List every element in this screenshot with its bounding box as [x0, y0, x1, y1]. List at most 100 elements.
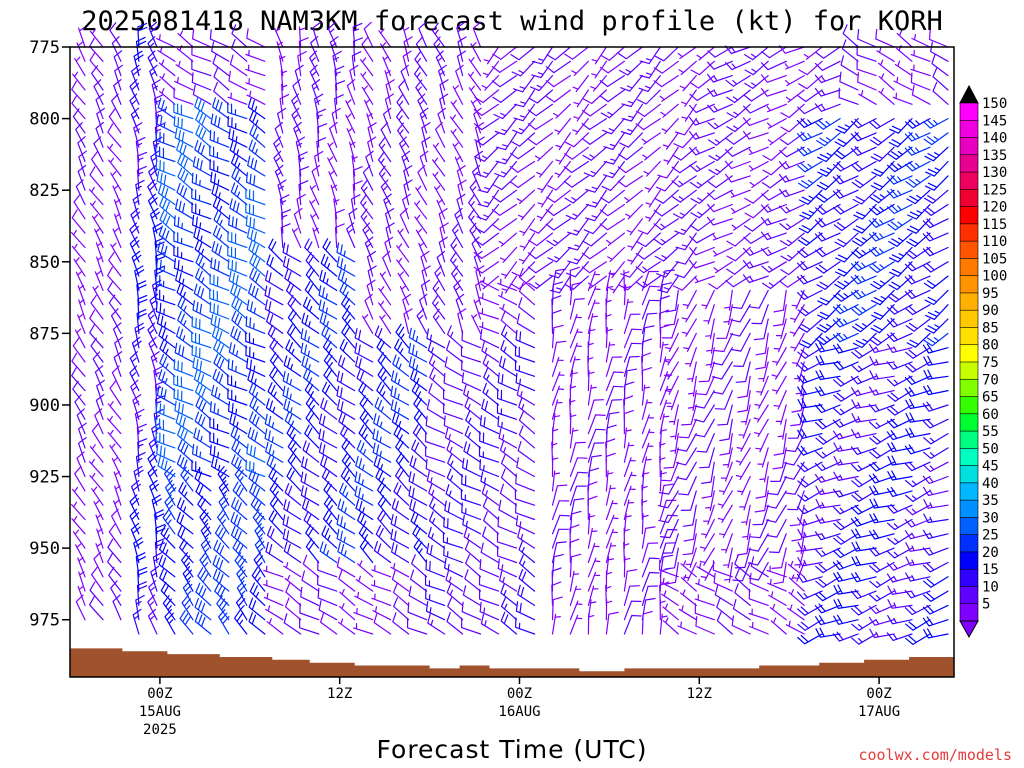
- wind-barb: [195, 268, 212, 291]
- wind-barb: [671, 189, 697, 203]
- wind-barb: [248, 240, 266, 263]
- wind-barb: [74, 465, 86, 492]
- wind-barb: [618, 60, 643, 76]
- colorbar-swatch: [959, 568, 979, 588]
- wind-barb: [245, 202, 266, 220]
- wind-barb: [554, 118, 571, 135]
- wind-barb: [284, 597, 302, 621]
- wind-barb: [228, 70, 248, 91]
- wind-barb: [747, 547, 769, 566]
- wind-barb: [868, 418, 895, 430]
- wind-barb: [536, 160, 554, 178]
- wind-barb: [527, 118, 554, 131]
- wind-barb: [351, 155, 358, 177]
- wind-barb: [350, 194, 361, 220]
- wind-barb: [886, 188, 913, 199]
- wind-barb: [572, 118, 589, 135]
- wind-barb: [425, 588, 446, 606]
- wind-barb: [107, 429, 122, 449]
- wind-barb: [735, 447, 751, 466]
- wind-barb: [227, 401, 248, 420]
- wind-barb: [742, 260, 769, 269]
- wind-barb: [285, 582, 302, 606]
- wind-barb: [617, 175, 643, 188]
- wind-barb: [660, 103, 679, 118]
- wind-barb: [71, 209, 86, 234]
- wind-barb: [760, 246, 787, 257]
- wind-barb: [209, 417, 230, 435]
- wind-barb: [282, 371, 302, 392]
- wind-barb: [96, 528, 104, 549]
- wind-barb: [356, 368, 374, 392]
- wind-barb: [906, 189, 931, 205]
- colorbar-tick-label: 25: [982, 528, 999, 544]
- wind-barb: [194, 611, 212, 635]
- wind-barb: [286, 424, 302, 449]
- wind-barb: [519, 232, 536, 251]
- wind-barb: [234, 466, 248, 492]
- wind-barb: [623, 614, 642, 635]
- wind-barb: [408, 471, 428, 492]
- wind-barb: [678, 475, 697, 496]
- wind-barb: [551, 596, 563, 621]
- wind-barb: [425, 458, 446, 478]
- wind-barb: [924, 189, 949, 204]
- wind-barb: [451, 222, 464, 249]
- wind-barb: [797, 412, 823, 423]
- wind-barb: [129, 236, 140, 263]
- wind-barb: [473, 299, 482, 320]
- wind-barb: [623, 556, 631, 578]
- wind-barb: [887, 615, 913, 625]
- wind-barb: [378, 28, 392, 48]
- wind-barb: [402, 27, 410, 48]
- wind-barb: [729, 318, 751, 337]
- wind-barb: [756, 375, 769, 396]
- wind-barb: [192, 28, 212, 48]
- x-tick-label: 15AUG: [139, 704, 181, 720]
- wind-barb: [93, 551, 104, 578]
- wind-barb: [159, 210, 176, 234]
- wind-barb: [905, 304, 931, 316]
- wind-barb: [72, 486, 86, 506]
- wind-barb: [410, 569, 428, 592]
- wind-barb: [147, 451, 158, 478]
- wind-barb: [457, 36, 467, 62]
- wind-barb: [159, 73, 176, 91]
- colorbar-tick-label: 145: [982, 113, 1007, 129]
- wind-barb: [815, 485, 841, 496]
- wind-barb: [479, 601, 500, 621]
- wind-barb: [599, 203, 625, 217]
- wind-barb: [114, 485, 122, 506]
- wind-barb: [89, 458, 104, 478]
- wind-barb: [680, 574, 697, 592]
- wind-barb: [500, 340, 518, 363]
- wind-barb: [659, 577, 679, 592]
- wind-barb: [467, 71, 482, 91]
- wind-barb: [904, 444, 931, 455]
- wind-barb: [173, 359, 194, 377]
- wind-barb: [608, 261, 625, 279]
- wind-barb: [835, 118, 859, 134]
- wind-barb: [621, 89, 643, 108]
- wind-barb: [352, 180, 363, 206]
- wind-barb: [493, 103, 518, 120]
- wind-barb: [682, 289, 697, 309]
- wind-barb: [534, 146, 554, 162]
- wind-barb: [887, 518, 913, 531]
- wind-barb: [150, 150, 160, 177]
- wind-barb: [93, 79, 104, 105]
- wind-barb: [371, 593, 392, 606]
- wind-barb: [564, 275, 589, 290]
- wind-barb: [725, 146, 751, 157]
- wind-barb: [660, 461, 679, 482]
- wind-barb: [396, 243, 410, 263]
- wind-barb: [409, 455, 428, 478]
- wind-barb: [887, 160, 913, 173]
- wind-barb: [762, 275, 787, 290]
- wind-barb: [482, 60, 500, 78]
- wind-barb: [658, 559, 679, 578]
- wind-barb: [659, 470, 667, 492]
- wind-barb: [304, 281, 320, 306]
- wind-barb: [904, 289, 931, 300]
- wind-barb: [737, 475, 751, 496]
